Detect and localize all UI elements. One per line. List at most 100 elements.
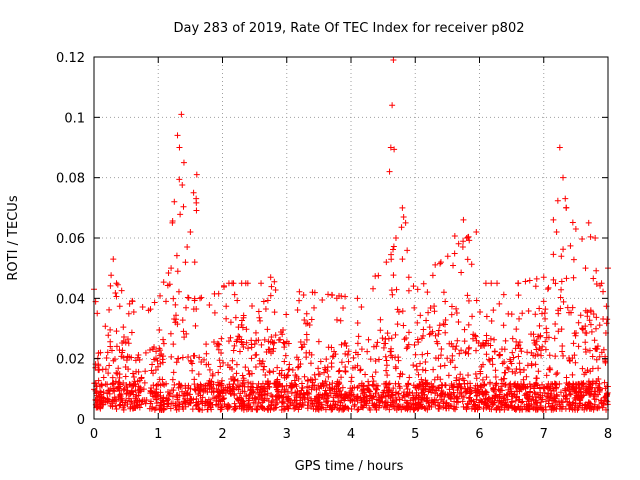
data-point: [522, 278, 529, 285]
data-point: [116, 374, 123, 381]
data-point: [283, 374, 290, 381]
data-point: [590, 393, 597, 400]
data-point: [173, 252, 180, 259]
data-point: [458, 269, 465, 276]
data-point: [350, 354, 357, 361]
data-point: [442, 298, 449, 305]
data-point: [401, 336, 408, 343]
data-point: [548, 390, 555, 397]
data-point: [245, 383, 252, 390]
data-point: [579, 365, 586, 372]
data-point: [292, 372, 299, 379]
data-point: [311, 371, 318, 378]
data-point: [510, 354, 517, 361]
data-point: [190, 396, 197, 403]
data-point: [449, 357, 456, 364]
data-point: [239, 324, 246, 331]
data-point: [572, 225, 579, 232]
data-point: [473, 375, 480, 382]
data-point: [477, 383, 484, 390]
data-point: [108, 272, 115, 279]
data-point: [125, 310, 132, 317]
data-point: [167, 330, 174, 337]
y-tick-label: 0.08: [56, 172, 85, 187]
data-point: [558, 286, 565, 293]
data-point: [531, 401, 538, 408]
data-point: [372, 369, 379, 376]
data-point: [460, 238, 467, 245]
data-point: [334, 392, 341, 399]
data-point: [184, 244, 191, 251]
data-point: [382, 400, 389, 407]
data-point: [231, 392, 238, 399]
data-point: [465, 321, 472, 328]
data-point: [295, 406, 302, 413]
data-point: [156, 327, 163, 334]
data-point: [458, 392, 465, 399]
data-point: [416, 394, 423, 401]
data-point: [148, 367, 155, 374]
data-point: [243, 326, 250, 333]
data-point: [232, 405, 239, 412]
data-point: [528, 349, 535, 356]
data-point: [440, 289, 447, 296]
data-point: [105, 398, 112, 405]
data-point: [405, 329, 412, 336]
data-point: [203, 341, 210, 348]
data-point: [512, 370, 519, 377]
data-point: [271, 278, 278, 285]
data-point: [550, 276, 557, 283]
data-point: [404, 247, 411, 254]
data-point: [124, 401, 131, 408]
data-point: [98, 381, 105, 388]
data-point: [422, 405, 429, 412]
chart-title: Day 283 of 2019, Rate Of TEC Index for r…: [174, 21, 525, 36]
data-point: [377, 327, 384, 334]
data-point: [593, 345, 600, 352]
data-point: [427, 304, 434, 311]
data-point: [256, 314, 263, 321]
data-point: [159, 359, 166, 366]
data-point: [590, 310, 597, 317]
data-point: [582, 385, 589, 392]
data-point: [92, 396, 99, 403]
data-point: [458, 347, 465, 354]
data-point: [348, 391, 355, 398]
data-point: [366, 397, 373, 404]
data-point: [362, 371, 369, 378]
data-point: [410, 394, 417, 401]
data-point: [596, 322, 603, 329]
x-tick-label: 7: [540, 427, 548, 442]
data-point: [482, 280, 489, 287]
data-point: [388, 287, 395, 294]
data-point: [108, 347, 115, 354]
data-point: [512, 397, 519, 404]
data-point: [169, 218, 176, 225]
data-point: [432, 390, 439, 397]
data-point: [600, 288, 607, 295]
data-point: [106, 306, 113, 313]
data-point: [151, 299, 158, 306]
data-point: [400, 322, 407, 329]
data-point: [417, 312, 424, 319]
data-point: [410, 362, 417, 369]
data-point: [173, 406, 180, 413]
data-point: [226, 403, 233, 410]
data-point: [147, 387, 154, 394]
data-point: [267, 406, 274, 413]
data-point: [441, 321, 448, 328]
data-point: [238, 280, 245, 287]
data-point: [109, 396, 116, 403]
data-point: [179, 181, 186, 188]
data-point: [562, 405, 569, 412]
data-point: [283, 311, 290, 318]
data-point: [559, 342, 566, 349]
data-point: [136, 377, 143, 384]
data-point: [202, 385, 209, 392]
data-point: [284, 396, 291, 403]
data-point: [375, 272, 382, 279]
data-point: [178, 388, 185, 395]
data-point: [172, 319, 179, 326]
data-point: [378, 395, 385, 402]
data-point: [190, 189, 197, 196]
